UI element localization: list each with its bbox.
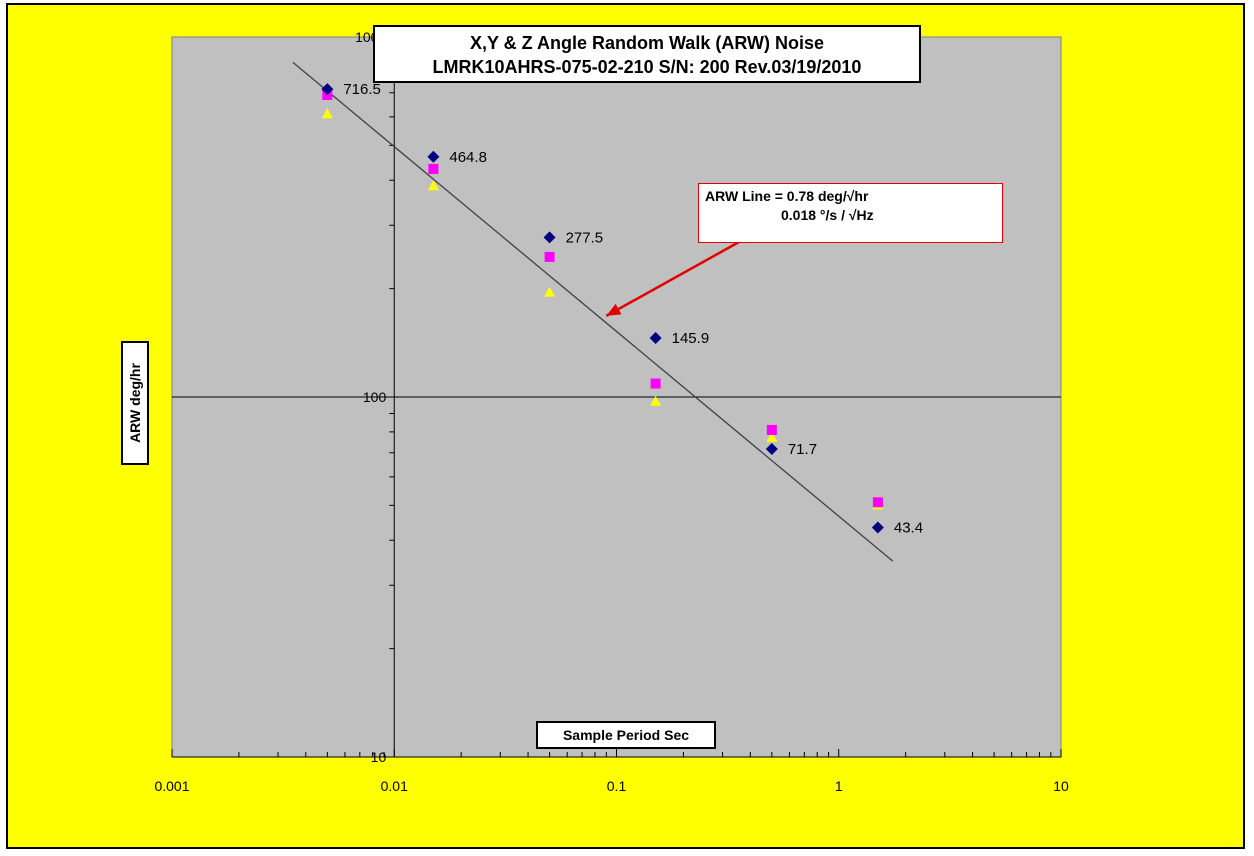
chart-title: X,Y & Z Angle Random Walk (ARW) Noise xyxy=(469,33,825,53)
annotation-line-2: 0.018 °/s / √Hz xyxy=(781,207,874,223)
chart-title-box: X,Y & Z Angle Random Walk (ARW) Noise LM… xyxy=(373,25,921,83)
data-marks: 716.5 464.8 277.5 145.9 71.7 43.4 xyxy=(321,81,923,537)
annotation-arrow-group xyxy=(605,235,749,317)
y-axis-label: ARW deg/hr xyxy=(127,363,143,443)
y-tick-label: 10 xyxy=(371,749,387,765)
trend-line-group xyxy=(292,61,894,562)
diamond-point xyxy=(649,331,662,344)
square-point xyxy=(766,424,777,435)
diamond-point xyxy=(321,83,334,96)
y-axis-label-box: ARW deg/hr xyxy=(121,341,149,465)
square-point xyxy=(544,251,555,262)
data-label: 716.5 xyxy=(343,81,381,98)
diamond-point xyxy=(765,443,778,456)
data-label: 43.4 xyxy=(894,520,923,537)
annotation-arrow-line xyxy=(605,235,749,317)
data-label: 71.7 xyxy=(788,441,817,458)
x-tick-label: 0.01 xyxy=(381,778,408,794)
data-label: 277.5 xyxy=(566,229,604,246)
triangle-point xyxy=(427,180,439,191)
data-label: 464.8 xyxy=(449,149,487,166)
triangle-point xyxy=(650,395,662,406)
chart-frame: 0.001 0.01 0.1 1 10 10 100 1000 716.5 464.8 277.5… xyxy=(6,3,1245,849)
annotation-arrow-head xyxy=(606,303,622,316)
diamond-point xyxy=(871,521,884,534)
square-point xyxy=(650,378,661,389)
x-axis-label-box: Sample Period Sec xyxy=(536,721,716,749)
data-label: 145.9 xyxy=(672,330,710,347)
x-axis-label: Sample Period Sec xyxy=(562,727,690,743)
square-point xyxy=(872,497,883,508)
y-tick-label: 100 xyxy=(363,389,387,405)
arw-trend-line xyxy=(292,61,894,562)
square-point xyxy=(428,163,439,174)
annotation-line-1: ARW Line = 0.78 deg/√hr xyxy=(705,188,869,204)
triangle-point xyxy=(766,431,778,442)
diamond-point xyxy=(427,150,440,163)
x-tick-label: 0.1 xyxy=(607,778,627,794)
ticks xyxy=(171,52,1062,758)
diamond-point xyxy=(543,231,556,244)
triangle-point xyxy=(321,108,333,119)
x-tick-label: 0.001 xyxy=(154,778,189,794)
x-tick-label: 10 xyxy=(1053,778,1069,794)
annotation-box: ARW Line = 0.78 deg/√hr 0.018 °/s / √Hz xyxy=(698,183,1003,243)
triangle-point xyxy=(544,286,556,297)
chart-subtitle: LMRK10AHRS-075-02-210 S/N: 200 Rev.03/19… xyxy=(432,57,862,77)
x-tick-label: 1 xyxy=(835,778,843,794)
